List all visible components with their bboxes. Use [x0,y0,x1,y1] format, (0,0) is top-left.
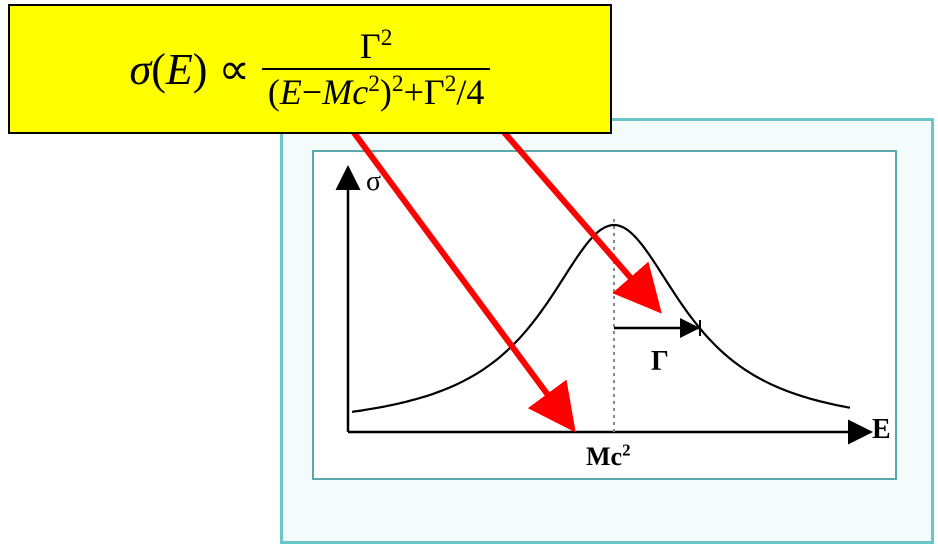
formula-fraction: Γ2 (E−Mc2)2+Γ2/4 [262,26,491,112]
y-axis-label: σ [366,166,381,198]
formula-denominator: (E−Mc2)2+Γ2/4 [262,72,491,112]
gamma-width-label: Γ [651,346,669,378]
x-axis-label: E [872,414,891,446]
formula-numerator: Γ2 [354,26,399,66]
mc2-text: Mc2 [586,442,631,471]
formula-lhs: σ(E) ∝ [130,44,250,95]
formula-box: σ(E) ∝ Γ2 (E−Mc2)2+Γ2/4 [8,4,612,134]
breit-wigner-formula: σ(E) ∝ Γ2 (E−Mc2)2+Γ2/4 [130,26,491,112]
x-tick-mc2: Mc2 [586,440,631,472]
